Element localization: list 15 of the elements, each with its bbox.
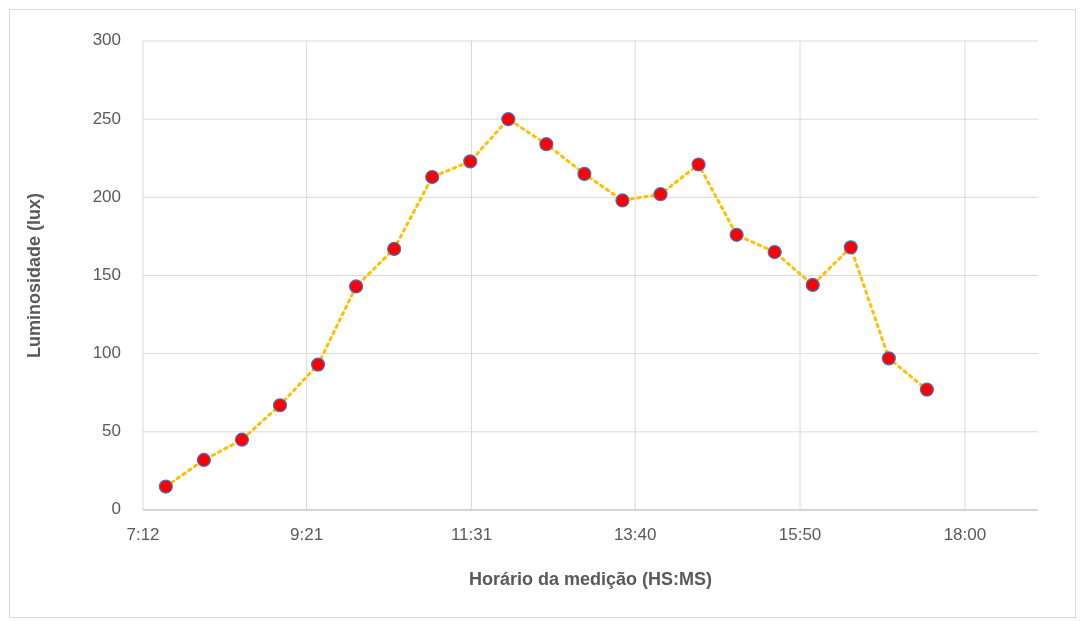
x-axis-title: Horário da medição (HS:MS) [468, 569, 713, 589]
x-tick-label: 15:50 [778, 525, 822, 544]
x-tick-label: 13:40 [613, 525, 657, 544]
x-tick-label: 7:12 [126, 525, 160, 544]
y-tick-label: 250 [92, 108, 121, 128]
y-tick-label: 200 [92, 186, 121, 206]
x-tick-label: 11:31 [450, 525, 493, 544]
x-tick-label: 9:21 [290, 525, 324, 544]
y-tick-label: 50 [102, 421, 121, 441]
y-tick-label: 100 [92, 343, 121, 363]
y-tick-label: 0 [111, 499, 121, 519]
y-tick-label: 150 [92, 264, 121, 284]
y-axis-title: Luminosidade (lux) [24, 192, 44, 359]
x-tick-label: 18:00 [943, 525, 987, 544]
y-tick-label: 300 [92, 30, 121, 50]
